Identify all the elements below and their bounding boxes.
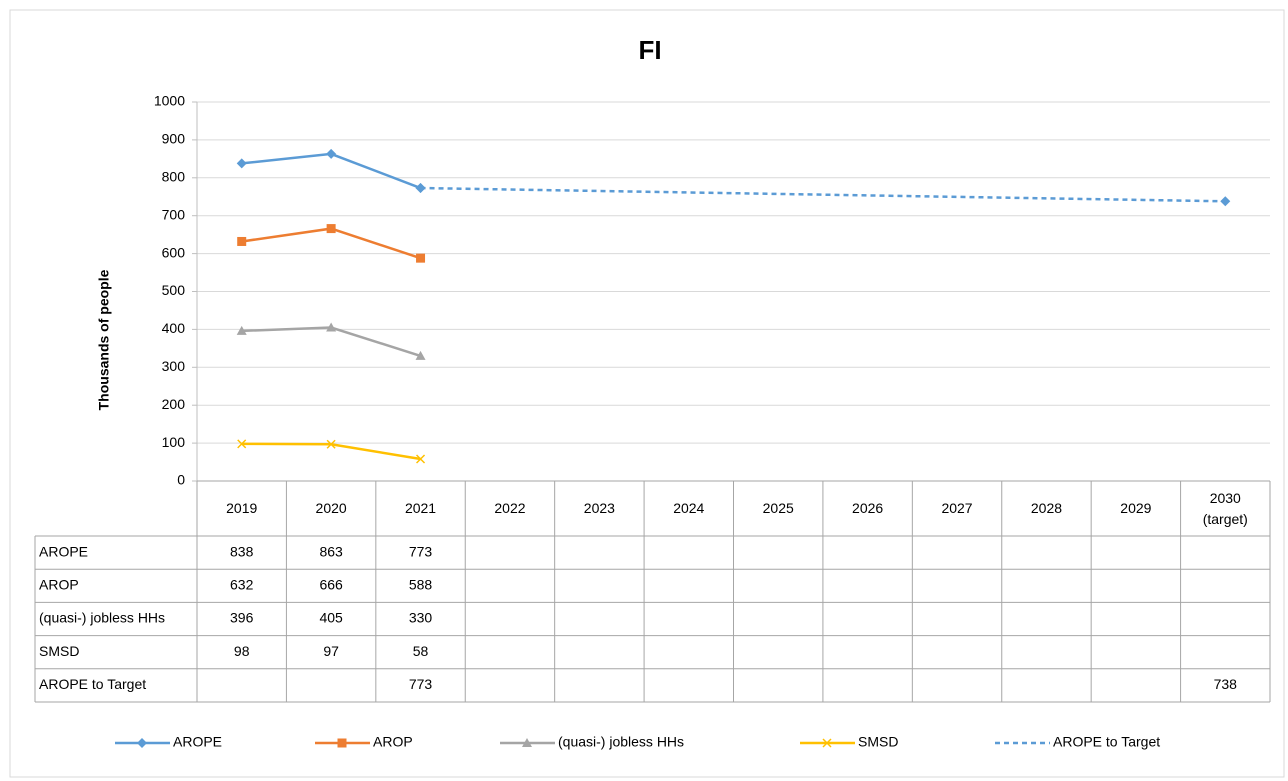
- data-point: [326, 322, 337, 332]
- legend-marker: [137, 738, 147, 748]
- legend-marker: [822, 738, 832, 748]
- x-tick-label: 2020: [315, 500, 347, 516]
- legend-label: (quasi-) jobless HHs: [558, 734, 684, 750]
- x-tick-label: 2019: [226, 500, 258, 516]
- table-cell: 396: [230, 610, 254, 626]
- legend-label: AROP: [373, 734, 413, 750]
- data-point: [326, 148, 337, 159]
- table-row-label: AROPE: [39, 543, 88, 559]
- chart-title: FI: [638, 35, 661, 65]
- table-cell: 838: [230, 543, 254, 559]
- legend-label: AROPE to Target: [1053, 734, 1160, 750]
- table-row-label: (quasi-) jobless HHs: [39, 610, 165, 626]
- data-point: [415, 350, 426, 360]
- y-tick-label: 1000: [154, 93, 185, 109]
- table-cell: 97: [323, 643, 339, 659]
- data-point: [1220, 196, 1231, 207]
- x-tick-label: 2026: [852, 500, 884, 516]
- table-cell: 632: [230, 577, 254, 593]
- table-cell: 58: [413, 643, 429, 659]
- y-axis-label: Thousands of people: [96, 269, 112, 410]
- x-tick-label: 2028: [1030, 500, 1063, 516]
- y-tick-label: 600: [162, 244, 186, 260]
- data-point: [237, 236, 247, 246]
- legend-marker: [337, 738, 347, 748]
- data-point: [416, 454, 426, 464]
- table-cell: 330: [409, 610, 433, 626]
- y-tick-label: 700: [162, 206, 186, 222]
- table-cell: 588: [409, 577, 433, 593]
- y-tick-label: 800: [162, 169, 186, 185]
- table-cell: 738: [1214, 676, 1238, 692]
- table-row-label: SMSD: [39, 643, 79, 659]
- table-cell: 405: [319, 610, 343, 626]
- legend-label: AROPE: [173, 734, 222, 750]
- x-tick-label: 2029: [1120, 500, 1152, 516]
- data-point: [326, 439, 336, 449]
- chart-border: [9, 9, 1285, 778]
- legend-marker: [522, 738, 532, 747]
- data-point: [236, 158, 247, 169]
- y-tick-label: 400: [162, 320, 186, 336]
- y-tick-label: 0: [177, 472, 185, 488]
- table-cell: 863: [319, 543, 343, 559]
- y-tick-label: 500: [162, 282, 186, 298]
- table-row-label: AROPE to Target: [39, 676, 146, 692]
- data-point: [415, 183, 426, 194]
- data-point: [326, 224, 336, 234]
- x-tick-label: 2021: [404, 500, 437, 516]
- data-point: [416, 253, 426, 263]
- x-tick-label: 2027: [941, 500, 973, 516]
- y-tick-label: 900: [162, 131, 186, 147]
- legend-label: SMSD: [858, 734, 898, 750]
- y-tick-label: 300: [162, 358, 186, 374]
- x-tick-label: 2023: [583, 500, 615, 516]
- table-cell: 98: [234, 643, 250, 659]
- data-point: [237, 439, 247, 449]
- data-point: [236, 325, 247, 335]
- table-cell: 773: [409, 543, 433, 559]
- table-cell: 666: [319, 577, 343, 593]
- x-tick-label: 2024: [673, 500, 705, 516]
- x-tick-label: 2025: [762, 500, 794, 516]
- table-row-label: AROP: [39, 577, 79, 593]
- x-tick-label: 2022: [494, 500, 526, 516]
- series-line: [420, 186, 1226, 203]
- table-cell: 773: [409, 676, 433, 692]
- y-tick-label: 200: [162, 396, 186, 412]
- y-tick-label: 100: [162, 434, 186, 450]
- x-tick-label: 2030 (target): [1202, 489, 1248, 527]
